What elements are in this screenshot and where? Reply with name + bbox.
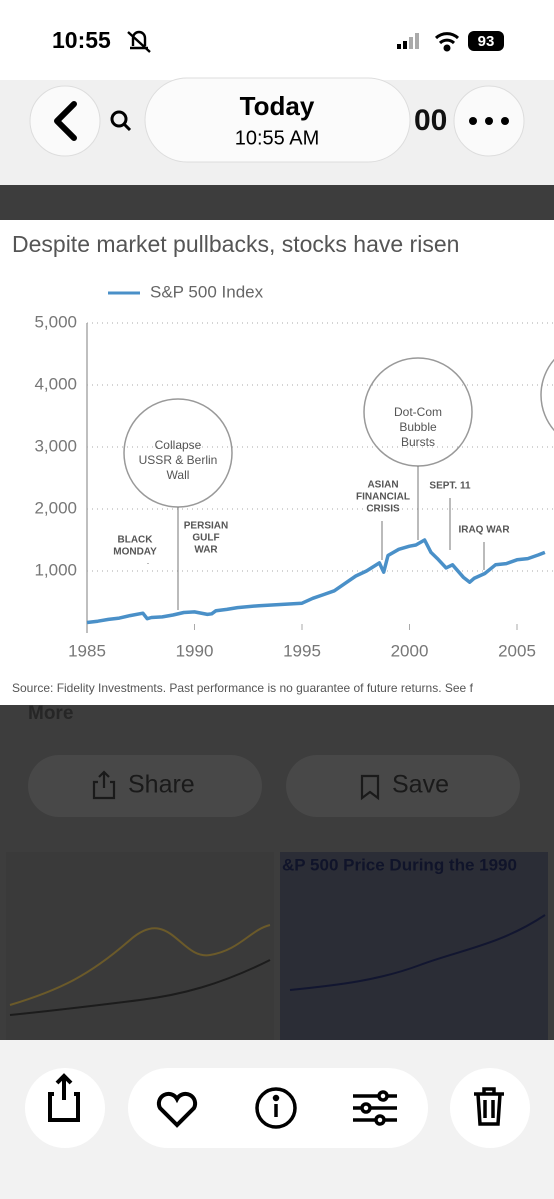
delete-tool[interactable] <box>450 1068 530 1148</box>
share-tool-icon <box>48 1073 80 1122</box>
annotation: Bursts <box>401 435 435 449</box>
save-label: Save <box>392 771 449 799</box>
annotation: BLACK <box>118 535 154 546</box>
chart-title: Despite market pullbacks, stocks have ri… <box>12 231 459 257</box>
share-tool[interactable] <box>25 1068 105 1148</box>
x-tick-label: 1985 <box>68 641 106 660</box>
header-title: Today <box>240 91 315 121</box>
annotation-circle <box>540 358 554 432</box>
annotation: USSR & Berlin <box>139 453 218 467</box>
share-label: Share <box>128 771 195 799</box>
thumb-line <box>289 914 546 991</box>
annotation: Dot-Com <box>394 405 442 419</box>
y-tick-label: 2,000 <box>34 498 77 517</box>
chart-source: Source: Fidelity Investments. Past perfo… <box>12 681 474 695</box>
title-pill[interactable] <box>144 77 411 163</box>
chart-image <box>0 220 554 705</box>
save-icon <box>360 774 380 801</box>
header-subtitle: 10:55 AM <box>235 127 320 149</box>
search-icon <box>110 110 132 132</box>
y-tick-label: 5,000 <box>34 312 77 331</box>
header-behind-text: 00 <box>414 104 447 137</box>
y-tick-label: 1,000 <box>34 560 77 579</box>
y-tick-label: 3,000 <box>34 436 77 455</box>
tool-pill <box>128 1068 428 1148</box>
x-tick-label: 1990 <box>176 641 214 660</box>
annotation: Bubble <box>399 420 437 434</box>
save-button[interactable] <box>286 755 520 817</box>
battery <box>468 31 504 51</box>
more-link[interactable]: More <box>28 703 73 724</box>
thumbnail-left[interactable] <box>6 852 274 1040</box>
signal-icon <box>397 33 419 49</box>
x-tick-label: 1995 <box>283 641 321 660</box>
chart: Despite market pullbacks, stocks have ri… <box>12 231 554 695</box>
annotation: SEPT. 11 <box>429 481 471 492</box>
thumb-line <box>9 959 271 1016</box>
annotation: ASIAN <box>367 480 398 491</box>
thumbnail-title: &P 500 Price During the 1990 <box>282 855 517 874</box>
annotation: GULF <box>192 533 219 544</box>
thumb-line <box>9 924 271 1006</box>
annotation: WAR <box>194 545 218 556</box>
info-icon[interactable] <box>255 1087 297 1129</box>
adjust-icon[interactable] <box>353 1090 397 1126</box>
data-line <box>86 538 546 625</box>
x-tick-label: 2000 <box>391 641 429 660</box>
x-tick-label: 2005 <box>498 641 536 660</box>
annotation: Wall <box>167 468 190 482</box>
share-button[interactable] <box>28 755 262 817</box>
mute-icon <box>127 30 151 53</box>
y-tick-label: 4,000 <box>34 374 77 393</box>
delete-icon <box>474 1087 504 1126</box>
more-icon <box>469 117 509 125</box>
annotation: MONDAY <box>113 547 157 558</box>
battery-level: 93 <box>478 33 495 50</box>
legend-label: S&P 500 Index <box>150 282 264 301</box>
share-icon <box>92 770 116 800</box>
wifi-icon <box>434 32 460 52</box>
thumbnail-right[interactable] <box>280 852 548 1040</box>
annotation: PERSIAN <box>184 521 228 532</box>
back-icon <box>54 101 77 141</box>
back-button[interactable] <box>29 85 101 157</box>
annotation: CRISIS <box>366 504 400 515</box>
annotation: IRAQ WAR <box>458 525 510 536</box>
status-time: 10:55 <box>52 27 111 53</box>
annotation: Collapse <box>155 438 202 452</box>
like-icon[interactable] <box>156 1091 198 1128</box>
annotation: FINANCIAL <box>356 492 410 503</box>
